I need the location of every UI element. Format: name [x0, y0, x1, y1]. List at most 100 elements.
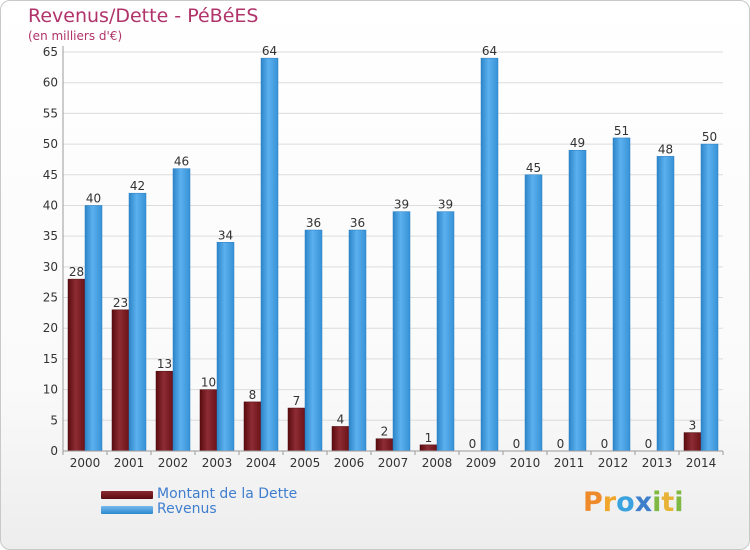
data-label-dette: 1: [425, 431, 433, 445]
bar-revenus: [480, 57, 499, 452]
data-label-revenus: 64: [262, 44, 277, 58]
bar-revenus: [700, 143, 719, 452]
legend: Montant de la Dette Revenus: [101, 487, 297, 517]
x-tick-label: 2009: [466, 456, 497, 470]
bar-revenus: [612, 137, 631, 452]
y-tick-label: 35: [43, 229, 58, 243]
y-tick-label: 25: [43, 291, 58, 305]
data-label-revenus: 64: [482, 44, 497, 58]
y-tick-label: 45: [43, 168, 58, 182]
data-label-revenus: 51: [614, 124, 629, 138]
legend-item-dette: Montant de la Dette: [101, 487, 297, 502]
legend-swatch-revenus: [101, 505, 153, 514]
bar-revenus: [392, 211, 411, 452]
x-tick-label: 2008: [422, 456, 453, 470]
x-tick-label: 2001: [114, 456, 145, 470]
data-label-revenus: 48: [658, 142, 673, 156]
y-tick-label: 50: [43, 137, 58, 151]
x-tick-label: 2002: [158, 456, 189, 470]
data-label-revenus: 42: [130, 179, 145, 193]
x-axis: 2000 2001 2002 2003 2004 2005 2006 2007 2008 2009…: [62, 450, 724, 470]
x-tick-label: 2005: [290, 456, 321, 470]
x-tick-label: 2003: [202, 456, 233, 470]
data-label-revenus: 46: [174, 155, 189, 169]
x-tick-label: 2011: [554, 456, 585, 470]
y-tick-label: 65: [43, 45, 58, 59]
bar-dette: [375, 438, 394, 452]
data-label-dette: 0: [557, 437, 565, 451]
bar-dette: [155, 370, 174, 452]
x-tick-label: 2000: [70, 456, 101, 470]
legend-label-dette: Montant de la Dette: [157, 486, 298, 502]
brand-logo: Proxiti: [583, 487, 684, 518]
data-label-dette: 0: [513, 437, 521, 451]
data-label-dette: 28: [69, 265, 84, 279]
bar-dette: [287, 407, 306, 452]
data-label-dette: 8: [249, 388, 257, 402]
data-label-revenus: 36: [350, 216, 365, 230]
x-tick-label: 2012: [598, 456, 629, 470]
data-label-dette: 4: [337, 412, 345, 426]
data-label-revenus: 39: [438, 198, 453, 212]
bar-revenus: [348, 229, 367, 452]
data-label-dette: 10: [201, 376, 216, 390]
y-tick-label: 5: [50, 413, 58, 427]
data-label-dette: 7: [293, 394, 301, 408]
bar-dette: [331, 426, 350, 452]
x-tick-label: 2010: [510, 456, 541, 470]
brand-letter: i: [652, 487, 662, 518]
brand-letter: r: [602, 487, 617, 518]
data-label-revenus: 50: [702, 130, 717, 144]
bar-revenus: [568, 149, 587, 452]
brand-letter: t: [661, 487, 675, 518]
y-tick-label: 10: [43, 383, 58, 397]
bar-dette: [683, 432, 702, 452]
brand-letter: o: [616, 487, 635, 518]
legend-item-revenus: Revenus: [101, 502, 297, 517]
x-tick-label: 2013: [642, 456, 673, 470]
bar-revenus: [656, 156, 675, 452]
data-label-revenus: 45: [526, 161, 541, 175]
data-label-dette: 3: [689, 419, 697, 433]
bar-revenus: [436, 211, 455, 452]
y-tick-label: 0: [50, 444, 58, 458]
bar-revenus: [84, 205, 103, 452]
x-tick-label: 2007: [378, 456, 409, 470]
bar-revenus: [524, 174, 543, 452]
data-label-revenus: 36: [306, 216, 321, 230]
y-tick-label: 30: [43, 260, 58, 274]
data-label-dette: 23: [113, 296, 128, 310]
data-label-dette: 0: [469, 437, 477, 451]
bar-revenus: [260, 57, 279, 452]
y-tick-label: 40: [43, 198, 58, 212]
bar-dette: [111, 309, 130, 452]
x-tick-label: 2014: [686, 456, 717, 470]
data-label-dette: 0: [645, 437, 653, 451]
chart-title: Revenus/Dette - PéBéES: [28, 5, 259, 27]
data-labels: 28 40 23 42 13 46 10 3 48 64 7 36 4 36 2 39 1 39 0 64 0 45 0 49…: [69, 44, 717, 451]
bar-revenus: [128, 192, 147, 452]
bar-revenus: [172, 168, 191, 452]
legend-label-revenus: Revenus: [157, 501, 217, 517]
x-tick-label: 2004: [246, 456, 277, 470]
brand-letter: i: [674, 487, 684, 518]
brand-letter: x: [634, 487, 653, 518]
data-label-revenus: 49: [570, 136, 585, 150]
data-label-revenus: 39: [394, 198, 409, 212]
y-tick-label: 15: [43, 352, 58, 366]
legend-swatch-dette: [101, 490, 153, 499]
x-tick-label: 2006: [334, 456, 365, 470]
bar-revenus: [216, 242, 235, 452]
data-label-revenus: 40: [86, 191, 101, 205]
data-label-dette: 13: [157, 357, 172, 371]
bar-dette: [199, 389, 218, 452]
bar-revenus: [304, 229, 323, 452]
bars: [67, 57, 719, 452]
y-tick-label: 55: [43, 106, 58, 120]
bar-dette: [67, 278, 86, 452]
data-label-dette: 2: [381, 425, 389, 439]
y-tick-label: 20: [43, 321, 58, 335]
chart-subtitle: (en milliers d'€): [28, 29, 123, 43]
